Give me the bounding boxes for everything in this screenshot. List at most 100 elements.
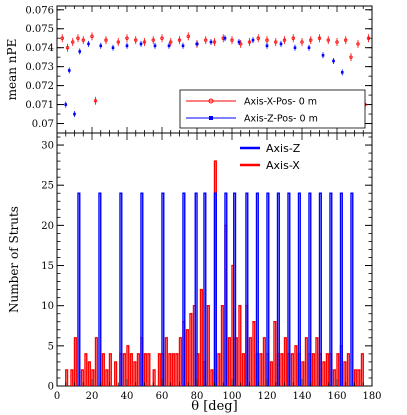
axis-z-point xyxy=(64,103,68,106)
axis-x-point xyxy=(247,40,252,44)
axis-z-bar xyxy=(245,192,249,386)
axis-x-bar xyxy=(80,369,84,386)
axis-z-point xyxy=(223,36,227,40)
axis-x-bar xyxy=(168,353,172,386)
axis-z-bar xyxy=(287,192,291,386)
axis-x-point xyxy=(300,40,304,44)
axis-z-point xyxy=(332,59,335,63)
axis-x-bar xyxy=(157,353,161,386)
axis-z-point xyxy=(78,50,82,53)
axis-x-point xyxy=(335,40,339,44)
axis-z-point xyxy=(279,42,283,46)
axis-x-bar xyxy=(206,304,210,386)
axis-z-bar xyxy=(233,192,237,386)
axis-x-bar xyxy=(94,337,98,386)
axis-x-bar xyxy=(114,361,118,386)
axis-x-point xyxy=(326,38,330,42)
axis-x-point xyxy=(256,36,260,40)
axis-z-bar xyxy=(182,192,186,386)
bottom-y-tick-label: 25 xyxy=(41,181,54,192)
axis-z-point xyxy=(73,112,76,116)
axis-x-bar xyxy=(273,321,277,386)
bottom-legend-label-axis-x: Axis-X xyxy=(266,159,300,172)
bottom-y-tick-labels: 0 5 10 15 20 25 30 xyxy=(41,141,54,393)
axis-z-bar xyxy=(318,192,322,386)
bottom-histograms xyxy=(65,160,364,386)
axis-z-point xyxy=(251,38,255,42)
axis-x-bar xyxy=(346,353,350,386)
bottom-x-tick-label: 60 xyxy=(156,391,169,402)
axis-z-bar xyxy=(255,192,259,386)
axis-x-bar xyxy=(294,345,298,386)
axis-x-point xyxy=(317,36,322,40)
axis-x-point xyxy=(169,40,173,44)
top-y-tick-label: 0.071 xyxy=(25,100,54,111)
axis-x-bar xyxy=(126,345,130,386)
axis-x-bar xyxy=(210,369,214,386)
axis-x-point xyxy=(239,42,243,46)
axis-x-bar xyxy=(185,329,189,386)
top-legend-marks xyxy=(186,98,236,120)
axis-x-point xyxy=(282,38,287,42)
top-legend-label-x: Axis-X-Pos- 0 m xyxy=(244,97,317,108)
axis-x-bar xyxy=(304,337,308,386)
axis-x-bar xyxy=(84,353,88,386)
axis-x-point xyxy=(76,36,80,40)
axis-z-bar xyxy=(329,192,333,386)
bottom-x-tick-label: 100 xyxy=(222,391,241,402)
axis-x-bar xyxy=(357,369,361,386)
top-legend-box xyxy=(179,89,366,129)
bottom-y-tick-label: 5 xyxy=(48,341,54,352)
axis-x-bar xyxy=(189,313,193,386)
axis-x-point xyxy=(309,38,313,42)
axis-z-bar xyxy=(297,192,301,386)
axis-x-bar xyxy=(241,353,245,386)
axis-x-bar xyxy=(199,288,203,386)
axis-z-point xyxy=(87,42,90,46)
axis-x-bar xyxy=(262,337,266,386)
bottom-x-tick-label: 140 xyxy=(292,391,311,402)
axis-x-bar xyxy=(252,321,256,386)
axis-x-point xyxy=(230,38,234,42)
axis-x-bar xyxy=(175,353,179,386)
axis-x-bar xyxy=(91,369,95,386)
axis-x-bar xyxy=(105,369,109,386)
top-data-points xyxy=(60,32,371,123)
axis-x-point xyxy=(60,36,64,40)
axis-x-bar xyxy=(325,353,329,386)
top-legend-marker xyxy=(208,98,214,104)
axis-x-bar xyxy=(152,369,156,386)
axis-x-bar xyxy=(269,361,273,386)
axis-x-bar xyxy=(136,353,140,386)
axis-x-bar xyxy=(301,361,305,386)
bottom-x-tick-label: 20 xyxy=(86,391,99,402)
axis-x-bar xyxy=(336,353,340,386)
axis-z-bar xyxy=(98,192,102,386)
bottom-x-tick-label: 40 xyxy=(121,391,134,402)
bottom-legend: Axis-Z Axis-X xyxy=(240,142,301,172)
axis-x-bar xyxy=(360,353,364,386)
axis-x-bar xyxy=(70,369,74,386)
axis-x-bar xyxy=(143,353,147,386)
axis-x-bar xyxy=(122,353,126,386)
bottom-y-tick-label: 0 xyxy=(48,382,54,393)
axis-z-point xyxy=(293,46,297,50)
axis-z-bar xyxy=(308,192,312,386)
bottom-legend-marks xyxy=(240,146,260,167)
axis-x-point xyxy=(349,55,353,59)
axis-x-bar xyxy=(65,369,69,386)
axis-x-point xyxy=(93,99,98,103)
axis-x-bar xyxy=(164,337,168,386)
axis-x-bar xyxy=(147,353,151,386)
axis-z-point xyxy=(139,42,143,46)
axis-z-bar xyxy=(266,192,270,386)
top-y-tick-label: 0.072 xyxy=(25,81,54,92)
axis-x-bar xyxy=(217,353,221,386)
axis-x-point xyxy=(65,46,70,50)
top-y-tick-label: 0.076 xyxy=(25,5,54,16)
axis-z-bar xyxy=(194,192,198,386)
bottom-x-tick-label: 160 xyxy=(327,391,346,402)
axis-z-bar xyxy=(339,192,343,386)
axis-x-bar xyxy=(101,353,105,386)
